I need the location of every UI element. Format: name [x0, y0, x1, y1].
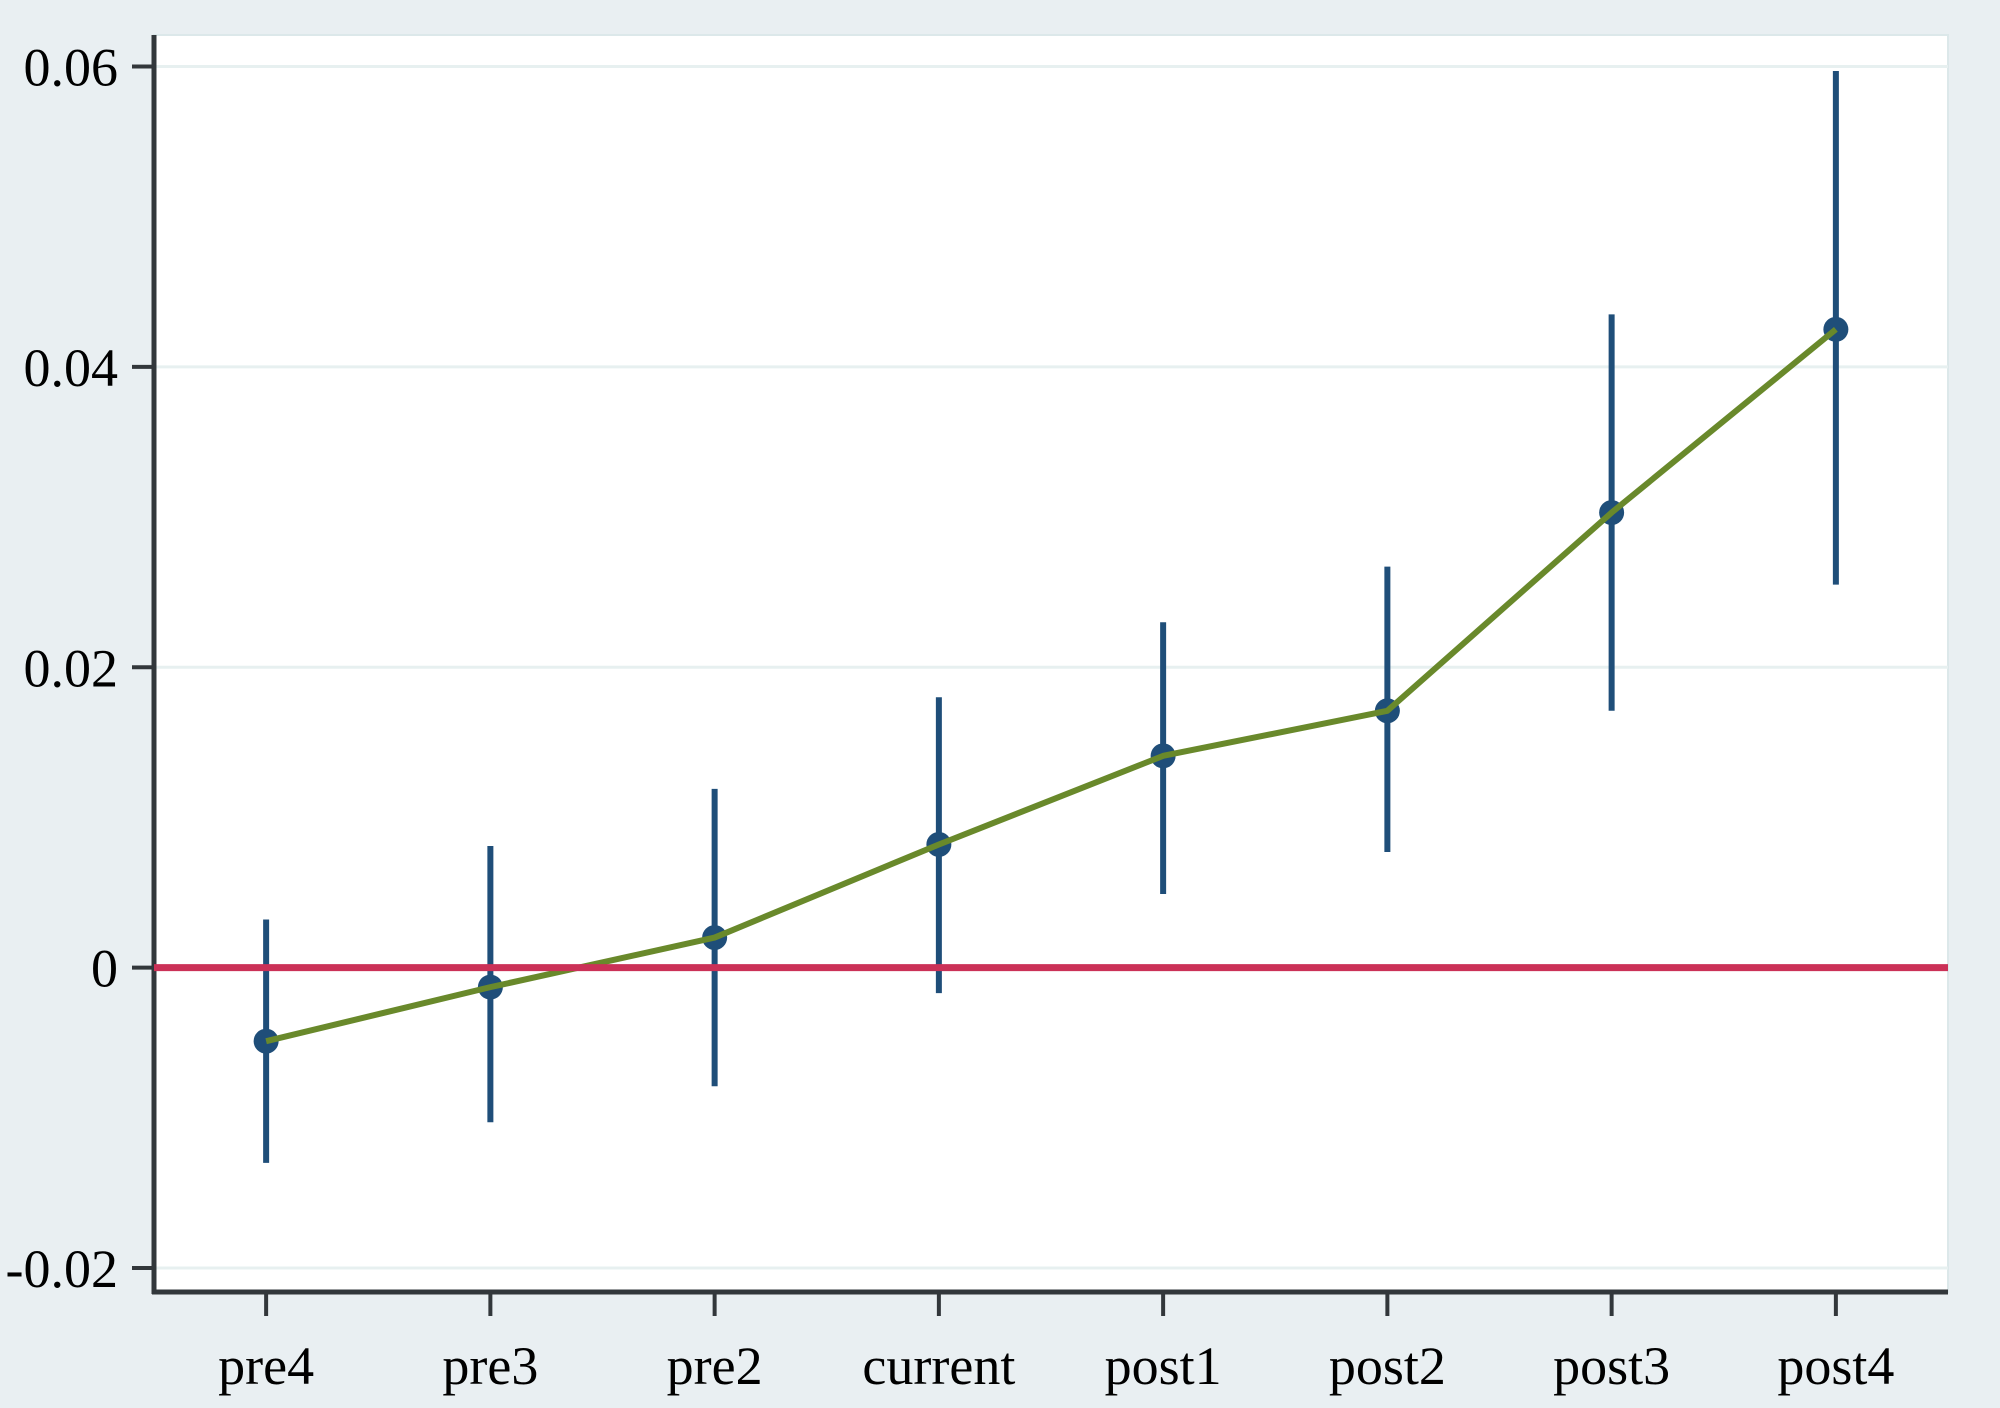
- x-tick-label: post4: [1777, 1336, 1894, 1396]
- x-tick-label: post1: [1105, 1336, 1222, 1396]
- x-tick-label: current: [862, 1336, 1015, 1396]
- x-tick-label: post2: [1329, 1336, 1446, 1396]
- plot-area: [153, 34, 1949, 1293]
- y-tick-label: 0: [91, 939, 118, 999]
- trend-line: [265, 327, 1838, 1045]
- x-tick-label: post3: [1553, 1336, 1670, 1396]
- x-tick-label: pre2: [667, 1336, 763, 1396]
- y-tick-label: 0.02: [24, 638, 119, 698]
- x-tick-label: pre4: [218, 1336, 314, 1396]
- y-tick-label: 0.04: [24, 338, 119, 398]
- x-tick-label: pre3: [442, 1336, 538, 1396]
- y-tick-label: -0.02: [6, 1239, 118, 1299]
- y-tick-label: 0.06: [24, 38, 119, 98]
